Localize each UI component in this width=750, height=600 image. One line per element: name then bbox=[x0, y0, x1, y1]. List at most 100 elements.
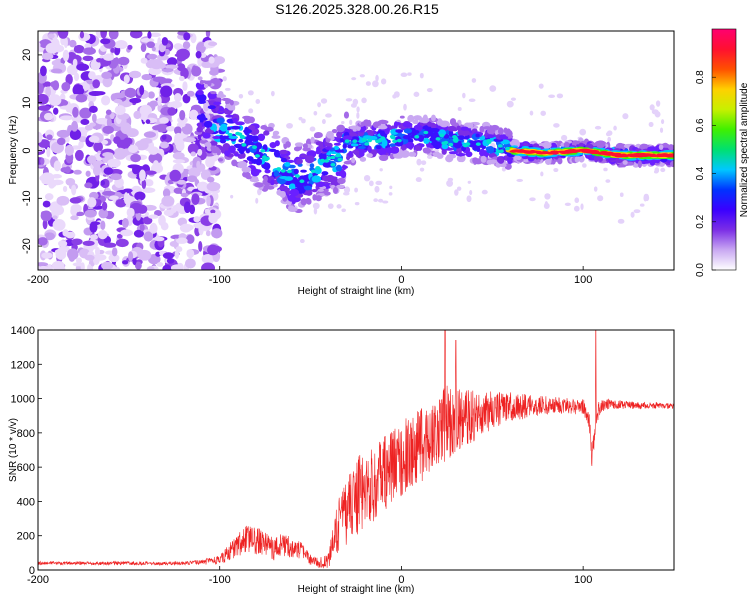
spectrogram-core bbox=[452, 138, 458, 142]
spectrogram-blob bbox=[166, 57, 178, 66]
spectrogram-blob bbox=[342, 135, 353, 141]
spectrogram-blob bbox=[305, 190, 313, 196]
spectrogram-blob bbox=[88, 91, 103, 97]
spectrogram-core bbox=[529, 150, 536, 153]
spectrogram-blob bbox=[557, 157, 563, 165]
spectrogram-blob bbox=[452, 141, 463, 148]
spectrogram-blob bbox=[213, 101, 222, 106]
spectrogram-blob bbox=[553, 123, 560, 128]
spectrogram-blob bbox=[423, 137, 430, 144]
snr-x-tick-label: 100 bbox=[574, 574, 592, 586]
spectrogram-blob bbox=[176, 262, 184, 270]
spectrogram-blob bbox=[38, 262, 49, 267]
spectrogram-blob bbox=[175, 140, 185, 152]
spectrogram-blob bbox=[515, 155, 522, 161]
spectrogram-core bbox=[364, 142, 370, 146]
spectrogram-blob bbox=[375, 180, 383, 186]
spectrogram-blob bbox=[399, 115, 405, 119]
spectrogram-blob bbox=[117, 56, 130, 66]
spectrogram-y-tick-label: 20 bbox=[21, 49, 33, 61]
spectrogram-blob bbox=[414, 130, 420, 134]
spectrogram-blob bbox=[159, 141, 170, 149]
spectrogram-core bbox=[592, 151, 602, 154]
spectrogram-blob bbox=[288, 183, 296, 190]
spectrogram-blob bbox=[79, 107, 92, 119]
spectrogram-blob bbox=[69, 128, 82, 141]
spectrogram-blob bbox=[529, 110, 534, 116]
spectrogram-blob bbox=[53, 160, 61, 172]
spectrogram-blob bbox=[435, 151, 440, 155]
spectrogram-blob bbox=[197, 76, 203, 81]
spectrogram-blob bbox=[72, 84, 85, 97]
spectrogram-blob bbox=[70, 215, 79, 221]
spectrogram-core bbox=[496, 149, 502, 154]
snr-y-tick-label: 800 bbox=[17, 428, 35, 440]
spectrogram-blob bbox=[466, 195, 472, 203]
spectrogram-blob bbox=[196, 90, 204, 96]
spectrogram-blob bbox=[113, 41, 125, 49]
spectrogram-blob bbox=[357, 145, 366, 150]
spectrogram-blob bbox=[161, 134, 167, 141]
spectrogram-blob bbox=[174, 126, 182, 135]
spectrogram-blob bbox=[120, 122, 132, 135]
spectrogram-blob bbox=[637, 160, 643, 169]
spectrogram-blob bbox=[70, 204, 82, 213]
spectrogram-blob bbox=[203, 255, 214, 265]
snr-y-tick-label: 1400 bbox=[11, 325, 35, 337]
spectrogram-blob bbox=[506, 100, 514, 108]
spectrogram-blob bbox=[41, 252, 53, 259]
spectrogram-blob bbox=[43, 112, 54, 121]
spectrogram-blob bbox=[188, 109, 199, 121]
spectrogram-blob bbox=[350, 103, 357, 108]
spectrogram-blob bbox=[149, 100, 159, 107]
spectrogram-blob bbox=[270, 179, 275, 186]
spectrogram-blob bbox=[382, 200, 389, 204]
spectrogram-blob bbox=[343, 111, 350, 119]
spectrogram-blob bbox=[310, 136, 315, 144]
spectrogram-blob bbox=[71, 120, 79, 132]
spectrogram-blob bbox=[204, 208, 210, 214]
spectrogram-blob bbox=[85, 170, 91, 177]
spectrogram-blob bbox=[207, 244, 219, 256]
spectrogram-blob bbox=[89, 234, 99, 241]
spectrogram-blob bbox=[597, 155, 604, 163]
spectrogram-blob bbox=[51, 260, 65, 270]
spectrogram-blob bbox=[343, 186, 351, 194]
spectrogram-blob bbox=[87, 155, 97, 164]
spectrogram-blob bbox=[176, 121, 186, 128]
spectrogram-blob bbox=[101, 95, 111, 106]
spectrogram-blob bbox=[216, 117, 225, 124]
spectrogram-blob bbox=[128, 70, 142, 79]
spectrogram-blob bbox=[38, 105, 51, 111]
spectrogram-blob bbox=[420, 160, 427, 166]
spectrogram-blob bbox=[149, 54, 156, 60]
spectrogram-blob bbox=[84, 124, 93, 131]
spectrogram-blob bbox=[143, 131, 156, 138]
spectrogram-blob bbox=[460, 130, 471, 137]
spectrogram-blob bbox=[74, 149, 84, 161]
spectrogram-blob bbox=[84, 182, 93, 189]
spectrogram-blob bbox=[52, 215, 58, 220]
spectrogram-blob bbox=[134, 140, 149, 151]
spectrogram-blob bbox=[196, 181, 209, 192]
spectrogram-blob bbox=[114, 105, 126, 116]
spectrogram-core bbox=[626, 158, 637, 161]
spectrogram-blob bbox=[187, 143, 199, 155]
colorbar-tick-label: 0.8 bbox=[695, 70, 706, 84]
spectrogram-blob bbox=[75, 257, 82, 264]
spectrogram-blob bbox=[374, 185, 380, 193]
spectrogram-blob bbox=[462, 136, 470, 140]
spectrogram-blob bbox=[62, 185, 68, 193]
spectrogram-blob bbox=[560, 134, 568, 141]
spectrogram-blob bbox=[147, 31, 152, 39]
spectrogram-blob bbox=[173, 187, 183, 194]
spectrogram-blob bbox=[101, 261, 114, 270]
spectrogram-blob bbox=[407, 114, 415, 123]
spectrogram-blob bbox=[273, 170, 280, 177]
spectrogram-blob bbox=[335, 149, 345, 153]
spectrogram-blob bbox=[649, 104, 655, 111]
spectrogram-blob bbox=[53, 107, 59, 115]
spectrogram-blob bbox=[207, 80, 212, 87]
spectrogram-blob bbox=[64, 144, 74, 156]
spectrogram-blob bbox=[287, 194, 296, 202]
